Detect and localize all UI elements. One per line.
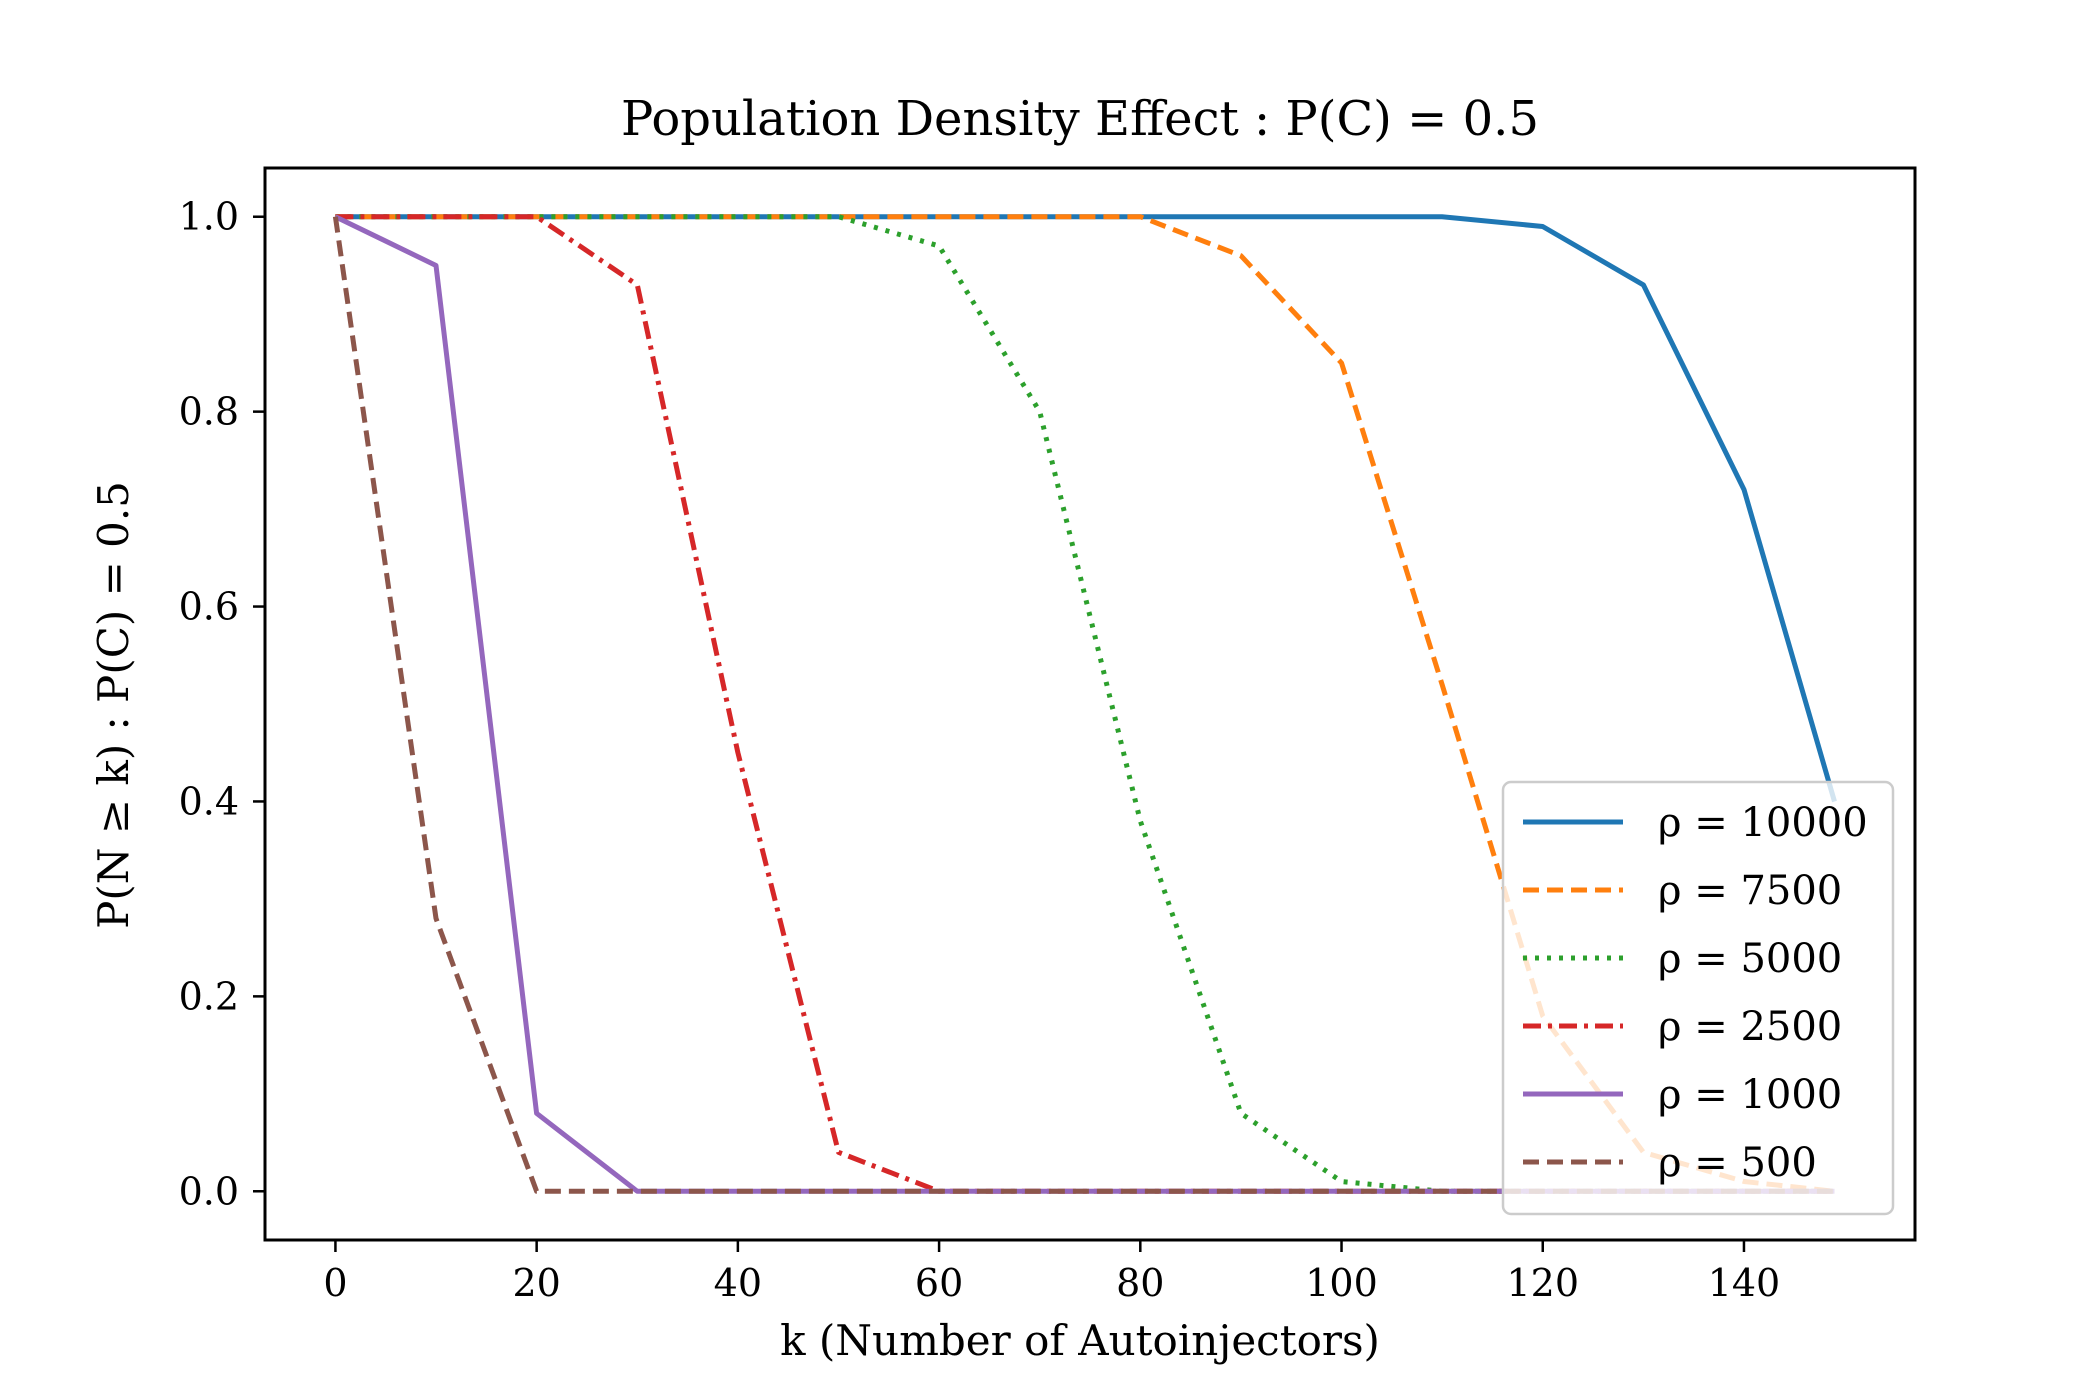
y-tick-label-4: 0.8: [179, 390, 239, 434]
legend-label-1: ρ = 7500: [1658, 868, 1842, 914]
x-tick-label-4: 80: [1116, 1261, 1164, 1305]
series-line-3: [335, 214, 1835, 1194]
plot-frame: [263, 166, 1917, 1242]
x-tick-label-2: 40: [714, 1261, 762, 1305]
x-tick-label-7: 140: [1708, 1261, 1781, 1305]
x-tick-label-0: 0: [323, 1261, 347, 1305]
legend: ρ = 10000 ρ = 7500 ρ = 5000 ρ = 2500 ρ = 100…: [1501, 780, 1895, 1216]
legend-label-0: ρ = 10000: [1658, 800, 1868, 846]
x-tick-label-1: 20: [512, 1261, 560, 1305]
y-tick-label-1: 0.2: [179, 974, 239, 1018]
y-tick-label-0: 0.0: [179, 1169, 239, 1213]
y-axis: 0.0 0.2 0.4 0.6 0.8 1.0: [179, 195, 265, 1213]
y-tick-label-2: 0.4: [179, 779, 239, 823]
series-line-0: [335, 214, 1837, 803]
y-tick-label-3: 0.6: [179, 585, 239, 629]
x-axis-label: k (Number of Autoinjectors): [780, 1316, 1380, 1365]
legend-label-3: ρ = 2500: [1658, 1004, 1842, 1050]
legend-label-5: ρ = 500: [1658, 1140, 1817, 1186]
chart-title: Population Density Effect : P(C) = 0.5: [621, 91, 1539, 147]
x-tick-label-6: 120: [1506, 1261, 1579, 1305]
legend-label-4: ρ = 1000: [1658, 1072, 1842, 1118]
x-tick-label-5: 100: [1305, 1261, 1378, 1305]
x-tick-label-3: 60: [915, 1261, 963, 1305]
x-axis: 0 20 40 60 80 100 120 140: [323, 1240, 1780, 1305]
y-axis-label: P(N ≥ k) : P(C) = 0.5: [89, 481, 138, 929]
y-tick-label-5: 1.0: [179, 195, 239, 239]
legend-label-2: ρ = 5000: [1658, 936, 1842, 982]
